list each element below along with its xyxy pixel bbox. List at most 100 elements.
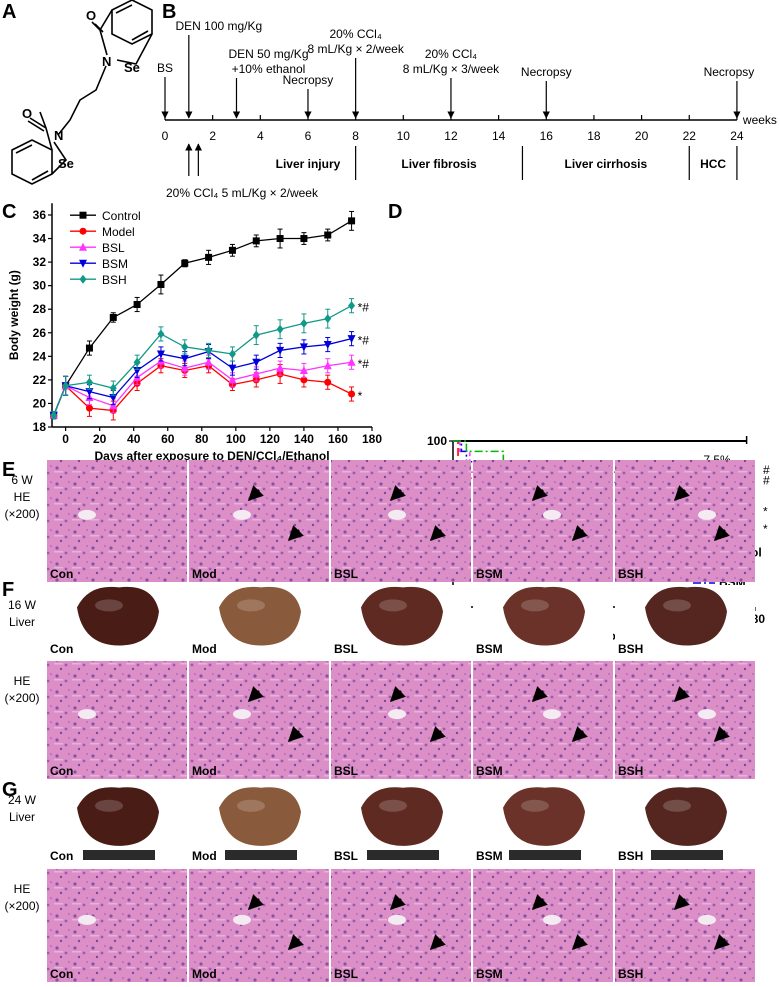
marker [109, 401, 118, 410]
group-tag: BSH [618, 567, 643, 581]
significance-label: *# [358, 301, 370, 315]
marker [252, 237, 260, 245]
liver [361, 586, 443, 646]
row-label: HE [14, 674, 31, 688]
vessel [543, 509, 561, 520]
group-tag: BSM [476, 764, 503, 778]
marker [324, 231, 332, 239]
row-label: 6 W [11, 473, 33, 487]
group-tag: BSL [334, 849, 358, 863]
panel-label: A [2, 1, 16, 23]
marker [133, 300, 141, 308]
x-tick-label: 80 [195, 432, 209, 446]
he-micrograph [331, 869, 471, 982]
legend-marker [79, 227, 87, 235]
liver-highlight [95, 799, 123, 812]
lesion-arrow [673, 894, 690, 911]
lesion-arrow [389, 485, 406, 502]
vessel [388, 709, 406, 720]
marker [348, 217, 356, 225]
legend-marker [79, 259, 87, 268]
marker [348, 390, 356, 398]
marker [300, 376, 308, 384]
vessel [543, 914, 561, 925]
liver [219, 586, 301, 646]
group-tag: BSM [476, 849, 503, 863]
lesion-arrow [571, 934, 588, 951]
timeline-tick-label: 2 [209, 129, 216, 143]
liver-highlight [237, 799, 265, 812]
legend-label: BSL [102, 241, 125, 255]
lesion-arrow [429, 525, 446, 542]
x-tick-label: 100 [226, 432, 246, 446]
marker [324, 378, 332, 386]
liver [503, 586, 585, 646]
lesion-arrow [531, 894, 548, 911]
y-tick-label: 24 [33, 349, 47, 363]
atom-label: N [102, 54, 111, 69]
vessel [543, 709, 561, 720]
legend-marker [79, 242, 87, 251]
liver [77, 787, 159, 846]
y-tick-label: 34 [33, 232, 47, 246]
marker [228, 246, 236, 254]
y-axis-label: Body weight (g) [7, 270, 21, 360]
liver-highlight [521, 599, 549, 612]
lesion-arrow [287, 934, 304, 951]
y-tick-label: 28 [33, 302, 47, 316]
y-tick-label: 36 [33, 208, 47, 222]
lesion-arrow [247, 686, 264, 703]
group-tag: Mod [192, 967, 217, 981]
marker [181, 342, 189, 352]
x-tick-label: 60 [161, 432, 175, 446]
marker [181, 259, 189, 267]
series-line [53, 338, 352, 416]
legend-label: BSM [102, 257, 128, 271]
group-tag: Mod [192, 849, 217, 863]
he-micrograph [473, 661, 613, 779]
marker [50, 410, 58, 420]
timeline-tick-label: 14 [492, 129, 506, 143]
group-tag: BSH [618, 849, 643, 863]
liver-highlight [379, 799, 407, 812]
atom-label: Se [58, 156, 74, 171]
lesion-arrow [531, 686, 548, 703]
he-micrograph [189, 661, 329, 779]
marker [85, 344, 93, 352]
lesion-arrow [531, 485, 548, 502]
x-tick-label: 120 [260, 432, 280, 446]
marker [276, 235, 284, 243]
series-line [53, 360, 352, 416]
he-micrograph [615, 869, 755, 982]
marker [228, 364, 237, 373]
vessel [78, 914, 96, 925]
liver [503, 787, 585, 846]
atom-label: N [54, 128, 63, 143]
group-tag: BSL [334, 642, 358, 656]
liver-highlight [237, 599, 265, 612]
event-label: Necropsy [704, 65, 755, 79]
series-line [53, 305, 352, 416]
lesion-arrow [389, 686, 406, 703]
phase-label: Liver cirrhosis [564, 157, 647, 171]
ruler [367, 850, 439, 860]
marker [276, 324, 284, 334]
marker [300, 318, 308, 328]
lesion-arrow [287, 726, 304, 743]
group-tag: Con [50, 642, 73, 656]
group-tag: Mod [192, 764, 217, 778]
marker [205, 345, 213, 355]
marker [109, 394, 118, 403]
row-label: Liver [9, 615, 35, 629]
event-label: +10% ethanol [232, 62, 306, 76]
y-tick-label: 20 [33, 396, 47, 410]
marker [228, 375, 237, 384]
group-tag: BSL [334, 764, 358, 778]
x-tick-label: 20 [93, 432, 107, 446]
marker [323, 341, 332, 350]
phase-label: HCC [700, 157, 726, 171]
lesion-arrow [247, 894, 264, 911]
he-micrograph [189, 460, 329, 582]
x-axis-label: Days after exposure to DEN/CCl₄/Ethanol [94, 449, 329, 463]
